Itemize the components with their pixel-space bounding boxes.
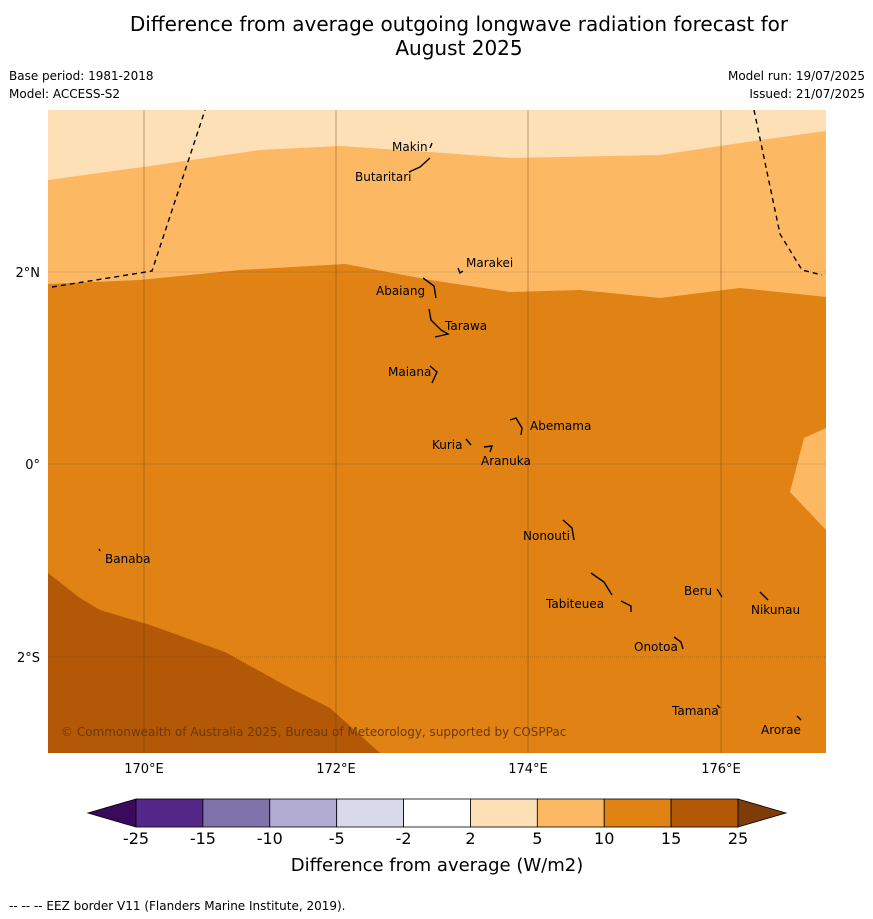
island-onotoa xyxy=(673,636,684,650)
colorbar-tick-label: 15 xyxy=(661,829,681,848)
band-2-5-corner xyxy=(48,110,170,130)
island-nonouti xyxy=(562,519,575,541)
lon-label-176e: 176°E xyxy=(701,762,741,777)
island-butaritari xyxy=(408,157,431,173)
colorbar-cell xyxy=(403,798,471,828)
island-banaba xyxy=(98,548,101,552)
colorbar-title: Difference from average (W/m2) xyxy=(291,855,583,876)
colorbar-tick-label: -25 xyxy=(123,829,149,848)
colorbar-tick-label: 10 xyxy=(594,829,614,848)
map-area: Makin Butaritari Marakei Abaiang Tarawa … xyxy=(48,110,826,753)
model-name: Model: ACCESS-S2 xyxy=(9,87,121,101)
island-arorae xyxy=(796,715,802,721)
band-5-10-east xyxy=(790,428,826,530)
colorbar-tick-label: 25 xyxy=(728,829,748,848)
island-maiana xyxy=(429,365,438,384)
island-kuria xyxy=(465,438,472,446)
island-tabiteuea-south xyxy=(620,600,632,612)
eez-border xyxy=(51,110,823,288)
island-abaiang xyxy=(422,277,437,299)
island-tarawa xyxy=(428,308,450,338)
place-label-marakei: Marakei xyxy=(466,256,513,270)
meta-left: Base period: 1981-2018 Model: ACCESS-S2 xyxy=(9,67,154,103)
colorbar-cell xyxy=(202,798,271,828)
lat-label-0: 0° xyxy=(25,458,40,473)
place-label-abaiang: Abaiang xyxy=(376,284,425,298)
longitude-labels: 170°E 172°E 174°E 176°E xyxy=(124,762,741,777)
colorbar-arrow-max xyxy=(737,798,788,828)
place-label-tabiteuea: Tabiteuea xyxy=(545,597,604,611)
colorbar: -25 -15 -10 -5 -2 2 5 10 15 25 Difference from av… xyxy=(86,798,788,876)
place-label-banaba: Banaba xyxy=(105,552,151,566)
meridians xyxy=(143,110,722,753)
place-label-maiana: Maiana xyxy=(388,365,431,379)
lat-label-2n: 2°N xyxy=(16,266,41,281)
issued-date: Issued: 21/07/2025 xyxy=(749,87,865,101)
colorbar-cell xyxy=(536,798,605,828)
latitude-labels: 2°N 0° 2°S xyxy=(16,266,41,666)
lon-label-174e: 174°E xyxy=(508,762,548,777)
copyright-notice: © Commonwealth of Australia 2025, Bureau… xyxy=(61,725,566,739)
colorbar-tick-label: -5 xyxy=(329,829,345,848)
model-run: Model run: 19/07/2025 xyxy=(727,69,865,83)
colorbar-arrow-min xyxy=(86,798,137,828)
meta-right: Model run: 19/07/2025 Issued: 21/07/2025 xyxy=(728,67,865,103)
place-labels: Makin Butaritari Marakei Abaiang Tarawa … xyxy=(105,140,801,737)
place-label-butaritari: Butaritari xyxy=(355,170,412,184)
place-label-tarawa: Tarawa xyxy=(444,319,487,333)
island-aranuka xyxy=(483,445,494,453)
band-5-10-north xyxy=(48,110,826,298)
place-label-abemama: Abemama xyxy=(530,419,591,433)
colorbar-tick-label: 5 xyxy=(532,829,542,848)
colorbar-cell xyxy=(670,798,739,828)
colorbar-tick-label: 2 xyxy=(465,829,475,848)
colorbar-cell xyxy=(269,798,338,828)
island-outlines xyxy=(98,142,802,721)
lon-label-170e: 170°E xyxy=(124,762,164,777)
place-label-nikunau: Nikunau xyxy=(751,603,800,617)
band-15-25-southwest xyxy=(48,573,380,753)
colorbar-cell xyxy=(603,798,672,828)
place-label-beru: Beru xyxy=(684,584,712,598)
island-nikunau xyxy=(759,591,769,601)
island-marakei xyxy=(457,267,464,275)
colorbar-cell xyxy=(470,798,538,828)
eez-legend-note: -- -- -- EEZ border V11 (Flanders Marine… xyxy=(9,899,346,913)
island-tabiteuea-north xyxy=(590,572,613,596)
base-period: Base period: 1981-2018 xyxy=(9,69,154,83)
chart-title: Difference from average outgoing longwav… xyxy=(0,12,873,60)
island-makin xyxy=(429,142,433,149)
lat-label-2s: 2°S xyxy=(17,651,40,666)
colorbar-cells xyxy=(135,798,739,828)
colorbar-cell xyxy=(336,798,404,828)
island-tamana xyxy=(716,704,721,709)
lon-label-172e: 172°E xyxy=(316,762,356,777)
place-label-tamana: Tamana xyxy=(671,704,719,718)
place-label-arorae: Arorae xyxy=(761,723,801,737)
band-2-5-north xyxy=(48,110,826,180)
colorbar-tick-label: -10 xyxy=(257,829,283,848)
place-label-onotoa: Onotoa xyxy=(634,640,678,654)
colorbar-cell xyxy=(135,798,204,828)
colorbar-tick-label: -15 xyxy=(190,829,216,848)
title-line-2: August 2025 xyxy=(395,36,523,60)
graticule xyxy=(48,271,826,658)
place-label-kuria: Kuria xyxy=(432,438,463,452)
island-beru xyxy=(716,588,723,598)
place-label-nonouti: Nonouti xyxy=(523,529,570,543)
colorbar-tick-label: -2 xyxy=(396,829,412,848)
place-label-aranuka: Aranuka xyxy=(481,454,531,468)
place-label-makin: Makin xyxy=(392,140,428,154)
island-abemama xyxy=(509,417,523,436)
colorbar-tick-labels: -25 -15 -10 -5 -2 2 5 10 15 25 xyxy=(123,829,748,848)
title-line-1: Difference from average outgoing longwav… xyxy=(129,12,789,36)
